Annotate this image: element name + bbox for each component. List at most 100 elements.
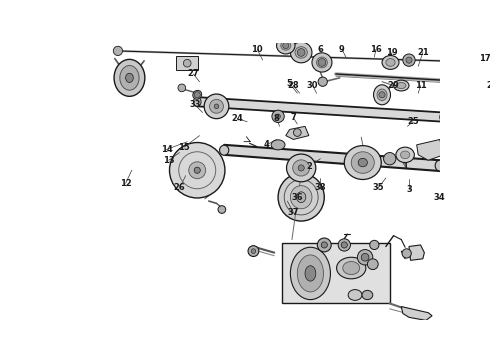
Circle shape — [341, 242, 347, 248]
Circle shape — [403, 54, 415, 66]
Circle shape — [294, 129, 301, 136]
Circle shape — [218, 206, 226, 213]
Text: 35: 35 — [372, 184, 384, 193]
Ellipse shape — [298, 165, 304, 171]
Ellipse shape — [396, 147, 415, 163]
Circle shape — [379, 92, 385, 98]
Text: 6: 6 — [318, 45, 323, 54]
Ellipse shape — [362, 291, 373, 300]
Ellipse shape — [114, 59, 145, 96]
Ellipse shape — [400, 151, 410, 159]
Ellipse shape — [291, 186, 312, 209]
Circle shape — [318, 238, 331, 252]
Text: 12: 12 — [120, 179, 131, 188]
Ellipse shape — [348, 289, 362, 300]
Text: 8: 8 — [273, 114, 279, 123]
Text: 2: 2 — [306, 162, 312, 171]
Ellipse shape — [344, 145, 381, 180]
Ellipse shape — [393, 80, 409, 91]
Circle shape — [276, 114, 280, 119]
Ellipse shape — [214, 104, 219, 109]
Text: 36: 36 — [292, 193, 303, 202]
Ellipse shape — [291, 42, 312, 63]
Circle shape — [384, 153, 396, 165]
Ellipse shape — [296, 192, 306, 203]
Text: 22: 22 — [486, 81, 490, 90]
Ellipse shape — [189, 162, 206, 179]
Text: 15: 15 — [178, 143, 190, 152]
Text: 37: 37 — [288, 208, 299, 217]
Polygon shape — [286, 126, 309, 139]
Ellipse shape — [312, 53, 332, 72]
Ellipse shape — [210, 99, 223, 113]
Text: 29: 29 — [388, 81, 399, 90]
Text: 30: 30 — [307, 81, 318, 90]
Ellipse shape — [276, 37, 295, 54]
Circle shape — [194, 92, 200, 98]
Circle shape — [368, 259, 378, 270]
Ellipse shape — [194, 167, 200, 173]
Circle shape — [370, 240, 379, 249]
Ellipse shape — [170, 143, 225, 198]
Circle shape — [357, 249, 373, 265]
Circle shape — [113, 46, 122, 55]
Circle shape — [178, 84, 186, 92]
Ellipse shape — [281, 41, 291, 50]
Text: 13: 13 — [163, 156, 174, 165]
Text: 27: 27 — [188, 69, 199, 78]
Text: 21: 21 — [417, 48, 429, 57]
Circle shape — [338, 239, 350, 251]
Text: 16: 16 — [370, 45, 382, 54]
Text: 14: 14 — [161, 145, 172, 154]
Text: 17: 17 — [479, 54, 490, 63]
Text: 34: 34 — [434, 193, 445, 202]
Bar — [176, 56, 198, 70]
Bar — [282, 243, 390, 303]
Circle shape — [183, 59, 191, 67]
Text: 26: 26 — [173, 184, 185, 193]
Ellipse shape — [377, 89, 387, 100]
Text: 33: 33 — [189, 100, 201, 109]
Ellipse shape — [358, 158, 368, 167]
Text: 3: 3 — [406, 185, 412, 194]
Ellipse shape — [204, 94, 229, 119]
Ellipse shape — [194, 97, 201, 106]
Ellipse shape — [295, 47, 307, 58]
Text: 9: 9 — [339, 45, 345, 54]
Circle shape — [402, 249, 411, 258]
Ellipse shape — [305, 266, 316, 281]
Ellipse shape — [291, 247, 330, 300]
Text: 11: 11 — [415, 81, 426, 90]
Polygon shape — [409, 245, 424, 260]
Ellipse shape — [193, 90, 202, 99]
Ellipse shape — [435, 160, 444, 171]
Ellipse shape — [317, 57, 327, 68]
Polygon shape — [401, 307, 432, 320]
Polygon shape — [197, 97, 443, 122]
Ellipse shape — [278, 173, 324, 221]
Ellipse shape — [397, 82, 406, 89]
Circle shape — [248, 246, 259, 256]
Circle shape — [321, 242, 327, 248]
Text: 7: 7 — [291, 113, 296, 122]
Ellipse shape — [337, 257, 366, 279]
Ellipse shape — [386, 59, 395, 66]
Ellipse shape — [343, 261, 360, 275]
Ellipse shape — [293, 160, 310, 176]
Polygon shape — [416, 139, 443, 160]
Text: 28: 28 — [288, 81, 299, 90]
Ellipse shape — [297, 255, 323, 292]
Circle shape — [251, 249, 256, 253]
Text: 10: 10 — [251, 45, 263, 54]
Ellipse shape — [125, 73, 133, 82]
Ellipse shape — [287, 154, 316, 182]
Text: 25: 25 — [407, 117, 418, 126]
Text: 5: 5 — [287, 79, 293, 88]
Ellipse shape — [382, 55, 399, 69]
Circle shape — [272, 110, 284, 122]
Polygon shape — [224, 145, 440, 171]
Ellipse shape — [373, 85, 391, 105]
Text: 24: 24 — [231, 114, 243, 123]
Circle shape — [406, 57, 412, 63]
Ellipse shape — [271, 140, 285, 150]
